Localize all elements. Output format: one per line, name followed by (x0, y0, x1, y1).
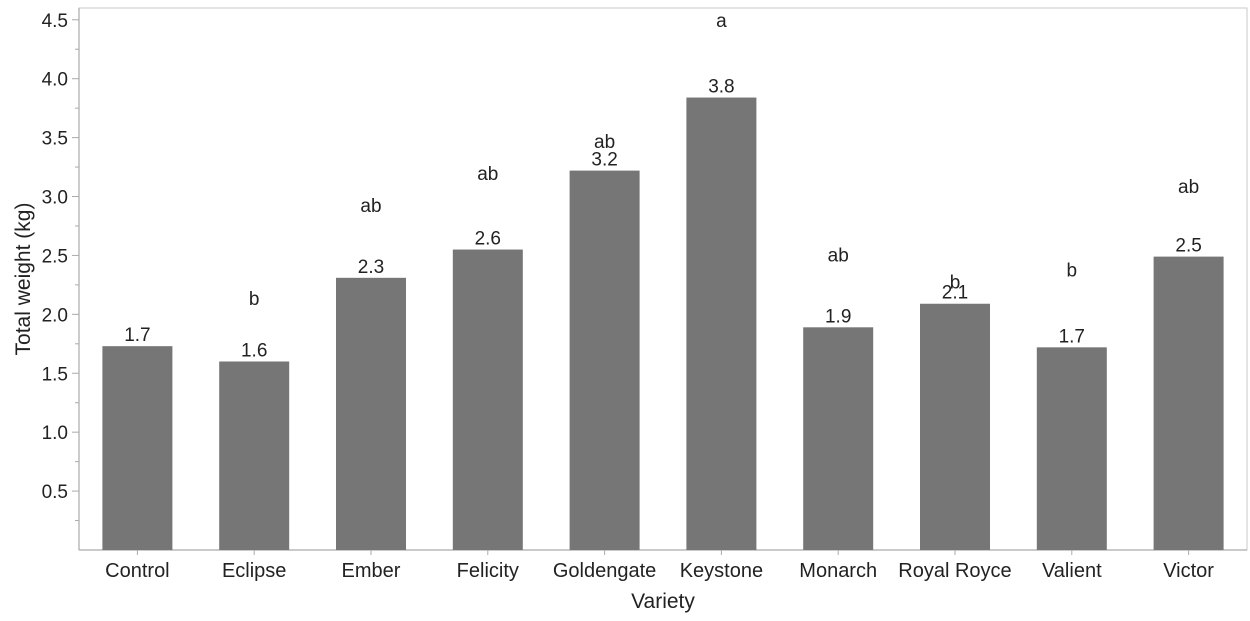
y-tick-label: 2.5 (42, 246, 68, 267)
labels-layer: Control1.7Eclipse1.6bEmber2.3abFelicity2… (105, 11, 1214, 582)
significance-letter: ab (594, 132, 615, 153)
bar-monarch (803, 327, 874, 550)
bar-value-label: 2.5 (1175, 236, 1201, 257)
bar-control (102, 346, 173, 550)
significance-letter: b (249, 289, 260, 310)
y-tick-label: 3.0 (42, 188, 68, 209)
y-tick-label: 2.0 (42, 305, 68, 326)
significance-letter: ab (360, 196, 381, 217)
y-axis-title: Total weight (kg) (12, 203, 35, 356)
bars-layer (102, 97, 1224, 551)
y-tick-label: 3.5 (42, 129, 68, 150)
y-tick-label: 1.0 (42, 423, 68, 444)
x-category-label: Valient (1042, 560, 1102, 582)
bar-victor (1153, 256, 1224, 550)
bar-value-label: 1.7 (124, 325, 150, 346)
x-category-label: Control (105, 560, 169, 582)
x-category-label: Eclipse (222, 560, 286, 582)
bar-value-label: 3.2 (591, 150, 617, 171)
bar-eclipse (219, 361, 290, 550)
significance-letter: b (1067, 261, 1078, 282)
bar-goldengate (569, 170, 640, 550)
x-category-label: Victor (1163, 560, 1214, 582)
bar-valient (1036, 347, 1107, 550)
x-category-label: Goldengate (553, 560, 656, 582)
y-tick-label: 4.0 (42, 70, 68, 91)
x-category-label: Felicity (457, 560, 519, 582)
bar-value-label: 2.1 (942, 283, 968, 304)
x-category-label: Royal Royce (898, 560, 1011, 582)
bar-royal-royce (920, 303, 990, 550)
bar-ember (336, 277, 406, 550)
bar-value-label: 1.6 (241, 340, 267, 361)
y-tick-label: 4.5 (42, 11, 68, 32)
y-tick-label: 1.5 (42, 364, 68, 385)
significance-letter: b (950, 272, 961, 293)
bar-value-label: 1.9 (825, 306, 851, 327)
x-category-label: Monarch (799, 560, 877, 582)
bar-value-label: 2.6 (475, 229, 501, 250)
significance-letter: ab (477, 164, 498, 185)
significance-letter: a (716, 11, 727, 32)
bar-keystone (686, 97, 757, 551)
y-tick-label: 0.5 (42, 482, 68, 503)
bar-felicity (452, 249, 523, 551)
bar-value-label: 2.3 (358, 257, 384, 278)
significance-letter: ab (1178, 177, 1199, 198)
significance-letter: ab (828, 245, 849, 266)
bar-value-label: 1.7 (1059, 326, 1085, 347)
x-category-label: Ember (342, 560, 401, 582)
x-axis-title: Variety (631, 590, 695, 613)
x-category-label: Keystone (680, 560, 763, 582)
bar-value-label: 3.8 (708, 77, 734, 98)
